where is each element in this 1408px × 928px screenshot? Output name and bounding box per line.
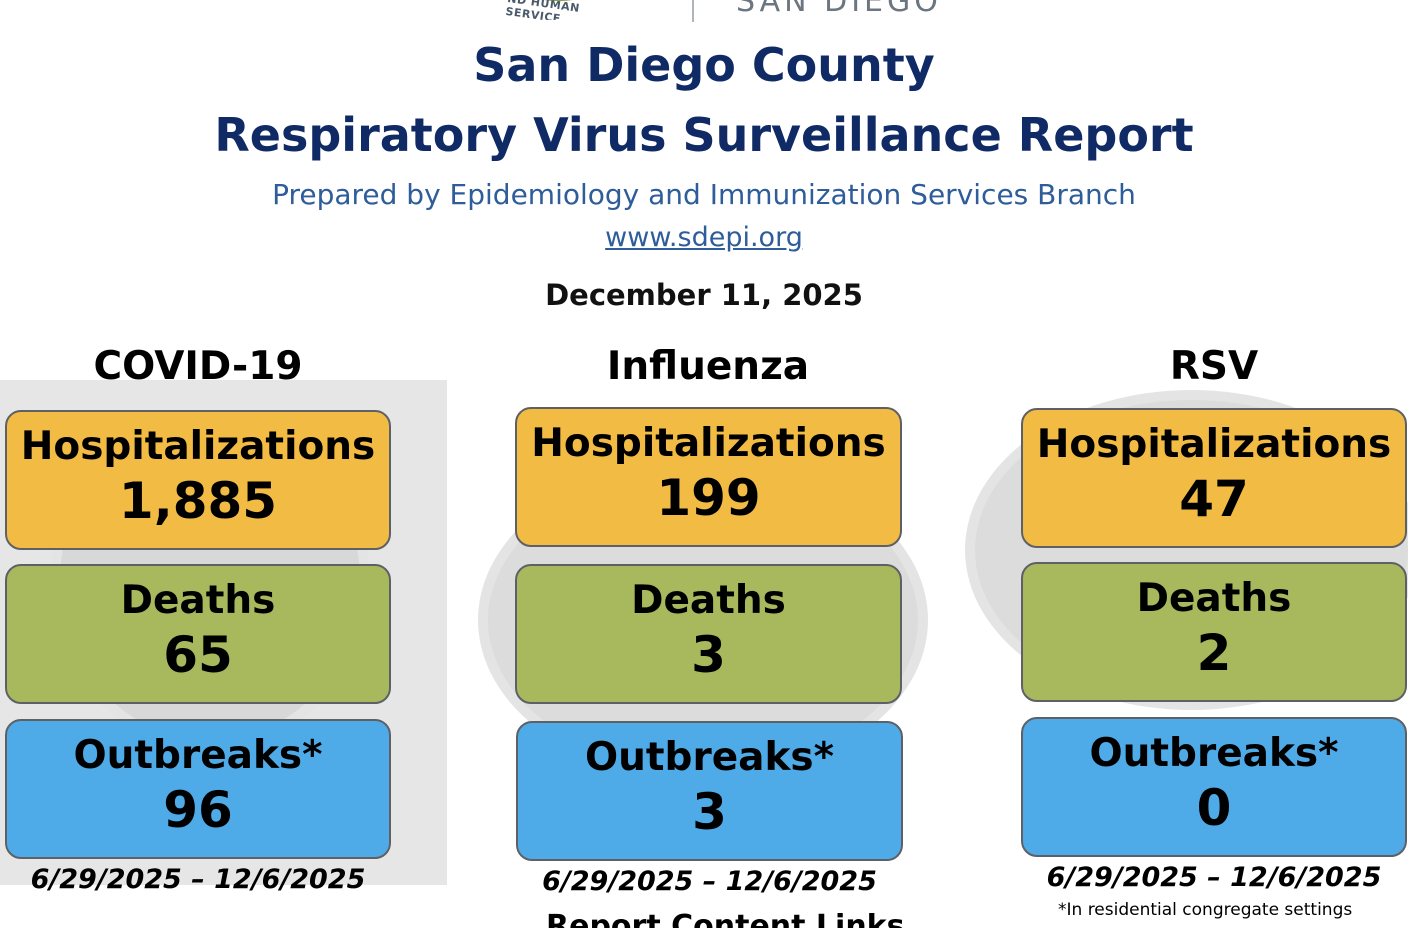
rsv-deaths-card: Deaths 2	[1021, 562, 1407, 702]
outbreaks-value: 0	[1196, 779, 1232, 837]
rsv-hospitalizations-card: Hospitalizations 47	[1021, 408, 1407, 548]
website-link-wrapper: www.sdepi.org	[0, 222, 1408, 253]
influenza-hospitalizations-card: Hospitalizations 199	[515, 407, 902, 547]
hospitalizations-value: 199	[656, 469, 761, 527]
hospitalizations-value: 1,885	[118, 472, 278, 530]
logo-leaf-arc	[508, 0, 608, 1]
hospitalizations-label: Hospitalizations	[20, 424, 376, 469]
logo-san-diego-text: SAN DIEGO	[736, 0, 942, 19]
influenza-date-range: 6/29/2025 – 12/6/2025	[542, 866, 877, 897]
covid-deaths-card: Deaths 65	[5, 564, 391, 704]
logo-divider	[692, 0, 694, 22]
hospitalizations-label: Hospitalizations	[1036, 422, 1392, 467]
outbreaks-label: Outbreaks*	[584, 735, 835, 780]
hospitalizations-label: Hospitalizations	[531, 421, 886, 466]
deaths-label: Deaths	[120, 578, 276, 623]
covid-outbreaks-card: Outbreaks* 96	[5, 719, 391, 859]
page-title-line1: San Diego County	[473, 38, 935, 92]
deaths-label: Deaths	[1136, 576, 1292, 621]
logo-arc-text: ND HUMAN SERVICE	[504, 0, 581, 20]
covid-date-range: 6/29/2025 – 12/6/2025	[30, 864, 366, 895]
hospitalizations-value: 47	[1179, 470, 1249, 528]
influenza-deaths-card: Deaths 3	[515, 564, 902, 704]
website-link[interactable]: www.sdepi.org	[605, 222, 803, 253]
outbreaks-label: Outbreaks*	[1089, 731, 1339, 776]
outbreaks-value: 96	[163, 781, 233, 839]
county-logo: ND HUMAN SERVICE	[498, 0, 624, 20]
covid-hospitalizations-card: Hospitalizations 1,885	[5, 410, 391, 550]
influenza-outbreaks-card: Outbreaks* 3	[516, 721, 903, 861]
congregate-settings-footnote: *In residential congregate settings	[1058, 900, 1353, 920]
deaths-value: 65	[163, 626, 233, 684]
rsv-date-range: 6/29/2025 – 12/6/2025	[1046, 862, 1382, 893]
page-title-line2: Respiratory Virus Surveillance Report	[214, 108, 1194, 162]
report-date: December 11, 2025	[545, 278, 863, 312]
outbreaks-label: Outbreaks*	[73, 733, 323, 778]
rsv-column-title: RSV	[1169, 344, 1259, 389]
report-content-links-heading: Report Content Links	[546, 912, 905, 928]
deaths-value: 3	[691, 626, 726, 684]
outbreaks-value: 3	[692, 783, 727, 841]
deaths-label: Deaths	[631, 578, 786, 623]
rsv-outbreaks-card: Outbreaks* 0	[1021, 717, 1407, 857]
deaths-value: 2	[1196, 624, 1232, 682]
covid-column-title: COVID-19	[93, 344, 303, 389]
prepared-by-subtitle: Prepared by Epidemiology and Immunizatio…	[272, 178, 1136, 211]
influenza-column-title: Influenza	[606, 344, 810, 389]
